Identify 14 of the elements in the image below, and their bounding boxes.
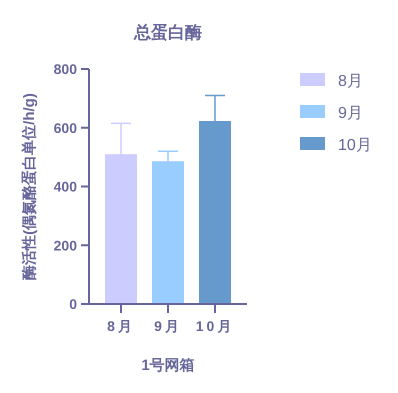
- y-tick-label: 600: [54, 120, 78, 136]
- y-tick-label: 400: [54, 178, 78, 194]
- y-tick-label: 0: [69, 296, 78, 312]
- x-axis-title: 1号网箱: [141, 357, 195, 374]
- y-tick-label: 200: [54, 237, 78, 254]
- y-axis-title: 酶活性(偶氮酪蛋白单位/h/g): [21, 93, 38, 280]
- chart-title: 总蛋白酶: [133, 23, 202, 42]
- legend-label: 8月: [338, 73, 363, 90]
- x-tick-label: 9月: [154, 318, 182, 334]
- legend-label: 10月: [338, 137, 372, 154]
- legend-label: 9月: [338, 105, 363, 122]
- x-tick-label: 8月: [107, 318, 135, 334]
- x-tick-label: 10月: [196, 318, 234, 334]
- y-tick-label: 800: [54, 61, 78, 77]
